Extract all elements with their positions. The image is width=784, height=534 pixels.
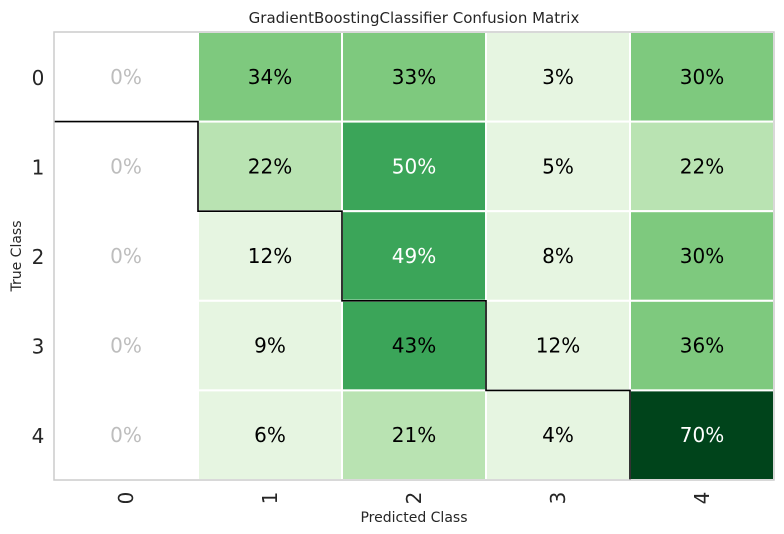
- heatmap-cells: [53, 31, 775, 481]
- heatmap-cell: [197, 31, 343, 123]
- heatmap-cell: [629, 120, 775, 213]
- heatmap-cell: [341, 299, 487, 392]
- heatmap-cell: [197, 389, 343, 481]
- plot-frame: [53, 31, 775, 481]
- x-tick-labels: 0 1 2 3 4: [114, 492, 714, 505]
- y-axis-label: True Class: [9, 220, 25, 292]
- y-tick-label: 2: [32, 245, 45, 269]
- cell-value-label: 43%: [392, 334, 436, 358]
- heatmap-cell: [197, 210, 343, 302]
- heatmap-cell: [485, 299, 631, 392]
- y-tick-label: 3: [32, 335, 45, 359]
- y-tick-label: 1: [32, 155, 45, 179]
- y-tick-label: 4: [32, 424, 45, 448]
- heatmap-cell: [341, 389, 487, 481]
- cell-value-label: 50%: [392, 154, 436, 178]
- cell-value-label: 5%: [542, 154, 574, 178]
- cell-value-label: 33%: [392, 65, 436, 89]
- cell-value-label: 0%: [110, 334, 142, 358]
- cell-value-label: 6%: [254, 423, 286, 447]
- cell-value-label: 22%: [248, 154, 292, 178]
- cell-value-label: 30%: [680, 244, 724, 268]
- cell-value-label: 8%: [542, 244, 574, 268]
- cell-value-label: 22%: [680, 154, 724, 178]
- x-tick-label: 4: [690, 492, 714, 505]
- cell-value-label: 70%: [680, 423, 724, 447]
- cell-value-label: 0%: [110, 423, 142, 447]
- cell-value-label: 36%: [680, 334, 724, 358]
- cell-value-label: 34%: [248, 65, 292, 89]
- cell-value-label: 0%: [110, 244, 142, 268]
- x-tick-label: 1: [258, 492, 282, 505]
- heatmap-cell: [341, 120, 487, 213]
- cell-value-label: 12%: [248, 244, 292, 268]
- heatmap-cell: [629, 389, 775, 481]
- x-tick-label: 2: [402, 492, 426, 505]
- heatmap-cell: [485, 210, 631, 302]
- x-tick-label: 0: [114, 492, 138, 505]
- heatmap-cell: [629, 299, 775, 392]
- cell-value-label: 0%: [110, 154, 142, 178]
- x-axis-label: Predicted Class: [360, 510, 467, 526]
- heatmap-cell: [53, 389, 199, 481]
- diagonal-step-line: [54, 120, 631, 480]
- cell-labels: 0% 34% 33% 3% 30% 0% 22% 50% 5% 22% 0% 12% 49% 8% 30% 0…: [110, 65, 724, 447]
- y-tick-labels: 0 1 2 3 4: [32, 66, 45, 448]
- cell-value-label: 0%: [110, 65, 142, 89]
- cell-value-label: 3%: [542, 65, 574, 89]
- cell-value-label: 9%: [254, 334, 286, 358]
- heatmap-cell: [53, 31, 199, 123]
- x-tick-label: 3: [546, 492, 570, 505]
- cell-value-label: 12%: [536, 334, 580, 358]
- cell-value-label: 30%: [680, 65, 724, 89]
- chart-title: GradientBoostingClassifier Confusion Mat…: [249, 9, 580, 27]
- heatmap-cell: [197, 299, 343, 392]
- cell-value-label: 21%: [392, 423, 436, 447]
- y-tick-label: 0: [32, 66, 45, 90]
- cell-value-label: 49%: [392, 244, 436, 268]
- cell-value-label: 4%: [542, 423, 574, 447]
